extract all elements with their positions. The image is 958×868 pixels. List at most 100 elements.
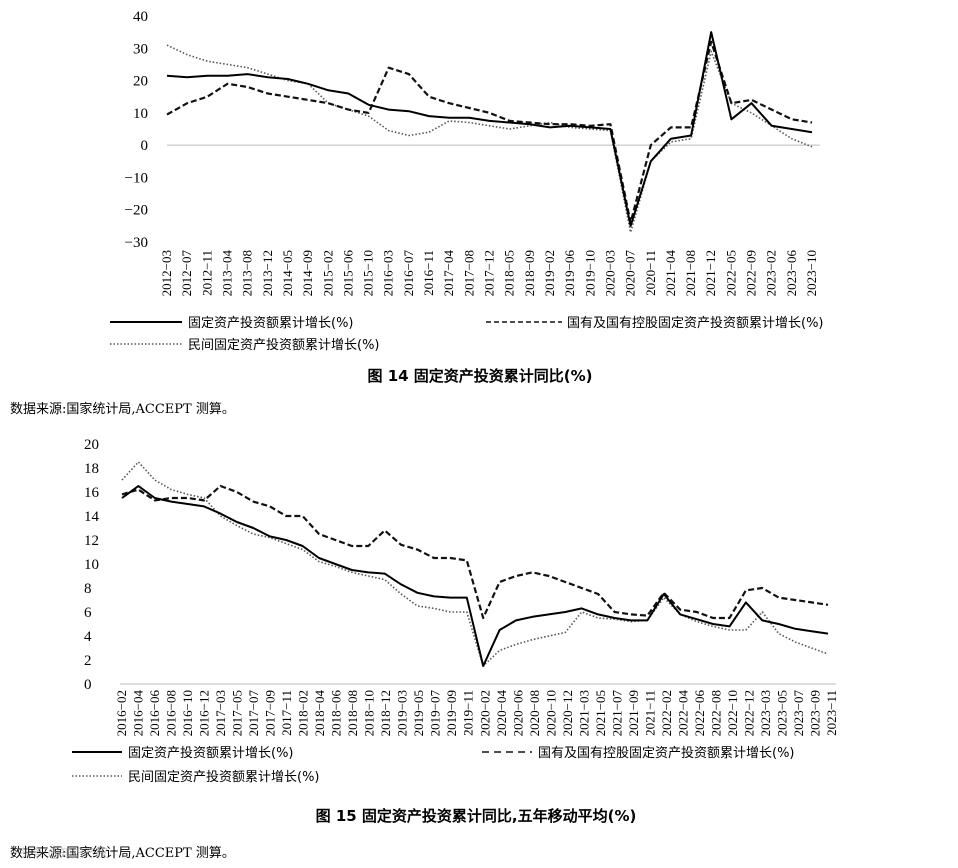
x-tick-label: 2017−05 (230, 690, 245, 736)
x-tick-label: 2020−10 (543, 690, 558, 736)
x-tick-label: 2018−09 (522, 250, 537, 296)
x-tick-label: 2014−05 (280, 250, 295, 296)
x-tick-label: 2023−09 (807, 690, 822, 736)
chart-title: 图 14 固定资产投资累计同比(%) (367, 367, 592, 385)
x-tick-label: 2023−11 (824, 690, 839, 736)
legend-label-total: 固定资产投资额累计增长(%) (188, 315, 354, 331)
x-tick-label: 2021−07 (609, 690, 624, 737)
chart-fixed-asset-investment-cumulative-yoy: 40 30 20 10 0 −10 −20 −30 2012−03 2012−07 2012−11… (10, 9, 824, 417)
x-tick-label: 2020−04 (494, 690, 509, 737)
x-tick-label: 2023−06 (784, 250, 799, 297)
x-tick-label: 2022−09 (744, 250, 759, 296)
y-tick-label: 2 (84, 653, 92, 669)
x-tick-label: 2021−12 (703, 250, 718, 296)
x-tick-label: 2019−09 (444, 690, 459, 736)
x-tick-label: 2021−11 (642, 690, 657, 736)
x-tick-label: 2021−04 (663, 250, 678, 297)
x-tick-label: 2021−08 (683, 250, 698, 296)
x-tick-label: 2023−03 (758, 690, 773, 736)
x-tick-label: 2015−06 (340, 250, 355, 297)
x-tick-label: 2022−10 (725, 690, 740, 736)
x-tick-label: 2018−06 (329, 690, 344, 737)
y-tick-label: 18 (84, 461, 99, 477)
x-tick-label: 2023−02 (764, 250, 779, 296)
x-tick-label: 2012−03 (159, 250, 174, 296)
y-tick-label: 0 (84, 677, 92, 693)
x-tick-label: 2016−02 (114, 690, 129, 736)
y-tick-label: 10 (133, 106, 148, 122)
y-tick-label: −30 (125, 235, 148, 251)
x-tick-label: 2022−12 (741, 690, 756, 736)
x-tick-label: 2022−02 (659, 690, 674, 736)
x-tick-label: 2016−06 (147, 690, 162, 737)
y-tick-label: 40 (133, 9, 148, 25)
x-tick-label: 2016−10 (180, 690, 195, 736)
x-tick-label: 2018−02 (296, 690, 311, 736)
y-tick-label: 0 (141, 138, 149, 154)
x-tick-label: 2013−04 (219, 250, 234, 297)
y-tick-label: 8 (84, 581, 92, 597)
x-tick-label: 2019−06 (562, 250, 577, 297)
x-tick-label: 2016−12 (197, 690, 212, 736)
x-tick-label: 2015−02 (320, 250, 335, 296)
x-tick-label: 2020−06 (510, 690, 525, 737)
x-tick-label: 2020−12 (560, 690, 575, 736)
series-line-solid (166, 31, 813, 227)
x-tick-label: 2018−10 (362, 690, 377, 736)
x-tick-label: 2017−12 (482, 250, 497, 296)
x-tick-label: 2021−09 (626, 690, 641, 736)
chart-legend: 固定资产投资额累计增长(%) 国有及国有控股固定资产投资额累计增长(%) 民间固… (72, 745, 795, 785)
legend-label-state-owned: 国有及国有控股固定资产投资额累计增长(%) (567, 315, 824, 331)
series-line-dotted (121, 461, 829, 667)
y-tick-label: 20 (84, 437, 99, 453)
chart-title: 图 15 固定资产投资累计同比,五年移动平均(%) (316, 807, 637, 825)
x-tick-label: 2013−08 (240, 250, 255, 296)
legend-label-state-owned: 国有及国有控股固定资产投资额累计增长(%) (538, 745, 795, 761)
x-tick-label: 2017−07 (246, 690, 261, 737)
series-line-dashed (121, 484, 829, 620)
y-tick-label: 10 (84, 557, 99, 573)
x-tick-label: 2022−04 (675, 690, 690, 737)
x-tick-label: 2013−12 (260, 250, 275, 296)
x-tick-label: 2017−03 (213, 690, 228, 736)
x-tick-label: 2022−05 (723, 250, 738, 296)
y-tick-label: 12 (84, 533, 99, 549)
x-tick-label: 2023−10 (804, 250, 819, 296)
x-tick-label: 2014−09 (300, 250, 315, 296)
x-tick-label: 2020−02 (477, 690, 492, 736)
x-tick-label: 2018−04 (312, 690, 327, 737)
x-tick-label: 2020−08 (527, 690, 542, 736)
series-line-dashed (166, 40, 813, 224)
x-tick-label: 2017−08 (461, 250, 476, 296)
legend-label-private: 民间固定资产投资额累计增长(%) (188, 337, 380, 353)
y-tick-label: 6 (84, 605, 92, 621)
x-tick-label: 2022−06 (692, 690, 707, 737)
chart-legend: 固定资产投资额累计增长(%) 国有及国有控股固定资产投资额累计增长(%) 民间固… (110, 315, 824, 353)
x-tick-label: 2017−04 (441, 250, 456, 297)
x-tick-label: 2023−05 (774, 690, 789, 736)
x-tick-label: 2018−08 (345, 690, 360, 736)
x-tick-label: 2019−02 (542, 250, 557, 296)
x-tick-label: 2018−12 (378, 690, 393, 736)
y-tick-label: 20 (133, 74, 148, 90)
x-tick-label: 2012−11 (199, 250, 214, 296)
x-tick-label: 2020−07 (623, 250, 638, 297)
y-tick-label: −10 (125, 170, 148, 186)
y-tick-label: 30 (133, 41, 148, 57)
x-tick-label: 2019−03 (395, 690, 410, 736)
y-tick-label: 16 (84, 485, 100, 501)
x-tick-label: 2016−11 (421, 250, 436, 296)
x-tick-label: 2021−05 (593, 690, 608, 736)
x-tick-label: 2016−03 (381, 250, 396, 296)
series-line-solid (121, 485, 829, 667)
y-tick-label: 14 (84, 509, 100, 525)
x-tick-label: 2020−03 (602, 250, 617, 296)
x-tick-label: 2017−11 (279, 690, 294, 736)
x-tick-label: 2016−08 (164, 690, 179, 736)
x-tick-label: 2016−04 (131, 690, 146, 737)
x-tick-label: 2023−07 (791, 690, 806, 737)
series-line-dotted (166, 44, 813, 234)
x-tick-label: 2017−09 (263, 690, 278, 736)
